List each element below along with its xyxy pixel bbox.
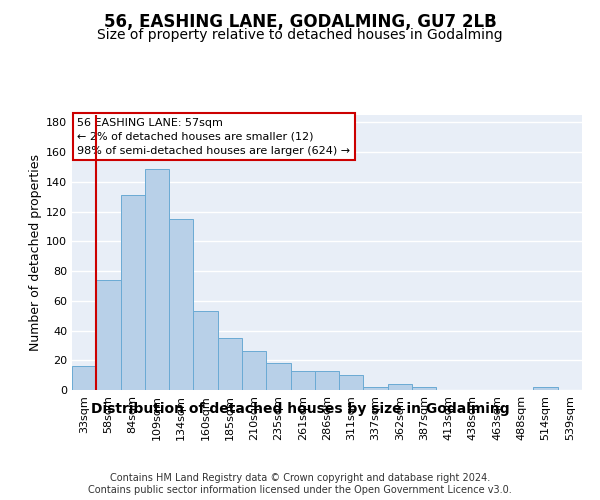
Bar (242, 352, 266, 390)
Bar (96, 280, 121, 390)
Bar (533, 387, 558, 390)
Bar (72, 366, 96, 390)
Text: Distribution of detached houses by size in Godalming: Distribution of detached houses by size … (91, 402, 509, 416)
Bar (315, 370, 339, 390)
Bar (266, 363, 290, 390)
Bar (364, 387, 388, 390)
Text: 56, EASHING LANE, GODALMING, GU7 2LB: 56, EASHING LANE, GODALMING, GU7 2LB (104, 12, 496, 30)
Bar (193, 311, 218, 390)
Bar (145, 168, 169, 390)
Bar (121, 196, 145, 390)
Bar (290, 370, 315, 390)
Y-axis label: Number of detached properties: Number of detached properties (29, 154, 42, 351)
Text: Contains HM Land Registry data © Crown copyright and database right 2024.
Contai: Contains HM Land Registry data © Crown c… (88, 474, 512, 495)
Bar (388, 384, 412, 390)
Bar (218, 338, 242, 390)
Text: 56 EASHING LANE: 57sqm
← 2% of detached houses are smaller (12)
98% of semi-deta: 56 EASHING LANE: 57sqm ← 2% of detached … (77, 118, 350, 156)
Text: Size of property relative to detached houses in Godalming: Size of property relative to detached ho… (97, 28, 503, 42)
Bar (412, 387, 436, 390)
Bar (339, 375, 364, 390)
Bar (169, 219, 193, 390)
